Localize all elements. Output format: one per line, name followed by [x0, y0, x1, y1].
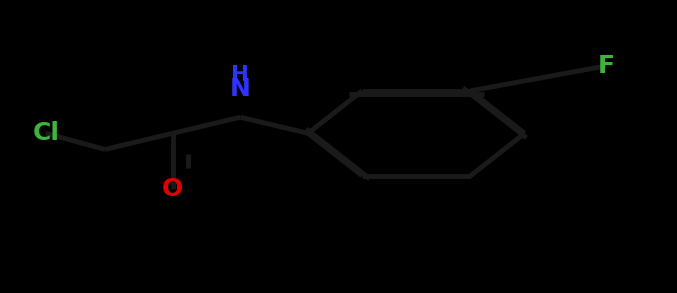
Text: H: H [232, 65, 249, 85]
Text: Cl: Cl [32, 121, 60, 145]
Text: F: F [597, 54, 615, 78]
Text: N: N [230, 77, 250, 101]
Text: O: O [162, 177, 183, 201]
